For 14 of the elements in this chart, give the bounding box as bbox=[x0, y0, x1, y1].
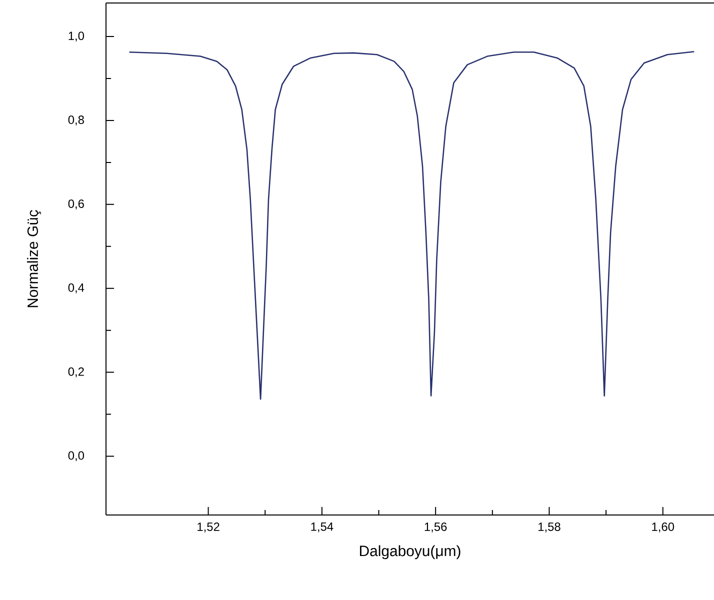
y-tick-label: 0,8 bbox=[68, 116, 84, 126]
x-tick-label: 1,60 bbox=[652, 522, 674, 532]
x-tick-label: 1,56 bbox=[424, 522, 447, 532]
y-tick-label: 1,0 bbox=[68, 32, 84, 42]
y-axis-title: Normalize Güç bbox=[27, 210, 42, 308]
x-tick-label: 1,54 bbox=[311, 522, 334, 532]
line-series bbox=[128, 51, 695, 400]
x-tick-label: 1,52 bbox=[198, 522, 220, 532]
y-tick-label: 0,0 bbox=[68, 451, 84, 462]
x-tick-label: 1,58 bbox=[538, 522, 560, 532]
y-tick-label: 0,6 bbox=[68, 199, 84, 210]
y-tick-label: 0,2 bbox=[68, 367, 84, 378]
y-tick-label: 0,4 bbox=[68, 283, 84, 294]
x-axis-title: Dalgaboyu(μm) bbox=[360, 545, 460, 560]
